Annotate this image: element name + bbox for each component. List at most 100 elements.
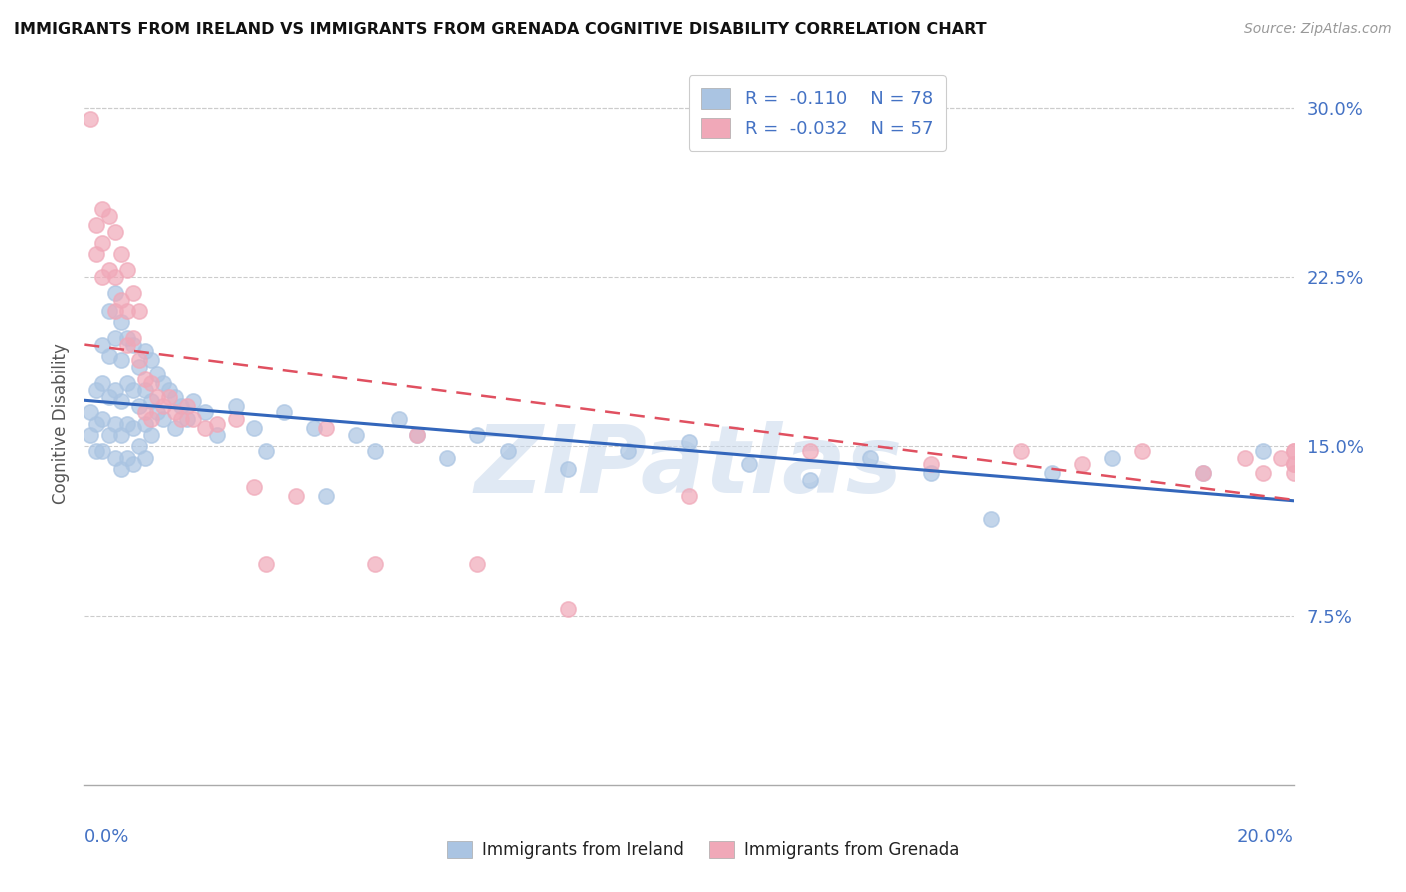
Point [738,458,761,472]
Point [1253,467,1275,481]
Point [97,349,120,363]
Point [91,269,114,284]
Point [273,405,295,419]
Point [242,421,264,435]
Point [1282,443,1305,458]
Point [134,344,156,359]
Point [176,412,198,426]
Point [121,285,143,300]
Point [346,428,368,442]
Point [146,405,169,419]
Point [115,450,138,465]
Point [207,428,229,442]
Point [110,315,132,329]
Point [678,434,700,449]
Point [115,337,138,351]
Point [110,462,132,476]
Point [1130,443,1153,458]
Point [1101,450,1123,465]
Point [97,390,120,404]
Point [104,225,127,239]
Point [104,303,127,318]
Point [181,394,204,409]
Point [104,269,127,284]
Point [91,337,114,351]
Point [170,399,193,413]
Point [315,489,337,503]
Point [557,462,579,476]
Point [128,360,150,375]
Point [1270,450,1292,465]
Point [152,399,174,413]
Point [165,405,187,419]
Point [139,376,162,390]
Point [194,421,217,435]
Point [152,412,174,426]
Point [207,417,229,431]
Point [110,293,132,307]
Point [121,421,143,435]
Point [436,450,458,465]
Point [110,247,132,261]
Point [104,331,127,345]
Point [134,405,156,419]
Point [176,399,198,413]
Point [225,412,247,426]
Point [121,337,143,351]
Text: IMMIGRANTS FROM IRELAND VS IMMIGRANTS FROM GRENADA COGNITIVE DISABILITY CORRELAT: IMMIGRANTS FROM IRELAND VS IMMIGRANTS FR… [14,22,987,37]
Point [104,285,127,300]
Point [139,428,162,442]
Point [146,390,169,404]
Point [1282,458,1305,472]
Point [97,303,120,318]
Point [79,428,101,442]
Point [1192,467,1215,481]
Point [170,412,193,426]
Point [363,443,385,458]
Point [139,353,162,368]
Point [859,450,882,465]
Point [152,376,174,390]
Point [1282,458,1305,472]
Point [115,303,138,318]
Point [1253,443,1275,458]
Point [315,421,337,435]
Point [242,480,264,494]
Point [920,467,942,481]
Point [617,443,640,458]
Point [97,209,120,223]
Point [181,412,204,426]
Point [254,557,277,571]
Point [134,417,156,431]
Point [1071,458,1094,472]
Point [134,383,156,397]
Point [157,390,180,404]
Point [134,371,156,385]
Point [86,247,108,261]
Point [121,331,143,345]
Point [86,218,108,232]
Point [86,443,108,458]
Point [920,458,942,472]
Point [110,428,132,442]
Point [467,557,489,571]
Point [157,383,180,397]
Point [1282,467,1305,481]
Legend: R =  -0.110    N = 78, R =  -0.032    N = 57: R = -0.110 N = 78, R = -0.032 N = 57 [689,75,946,151]
Point [165,421,187,435]
Point [91,235,114,250]
Point [115,331,138,345]
Point [1282,443,1305,458]
Point [302,421,325,435]
Text: 0.0%: 0.0% [84,829,129,847]
Point [128,439,150,453]
Point [121,458,143,472]
Point [1192,467,1215,481]
Y-axis label: Cognitive Disability: Cognitive Disability [52,343,70,504]
Point [79,112,101,126]
Point [980,511,1002,525]
Point [86,383,108,397]
Point [1234,450,1257,465]
Point [799,473,821,487]
Point [139,412,162,426]
